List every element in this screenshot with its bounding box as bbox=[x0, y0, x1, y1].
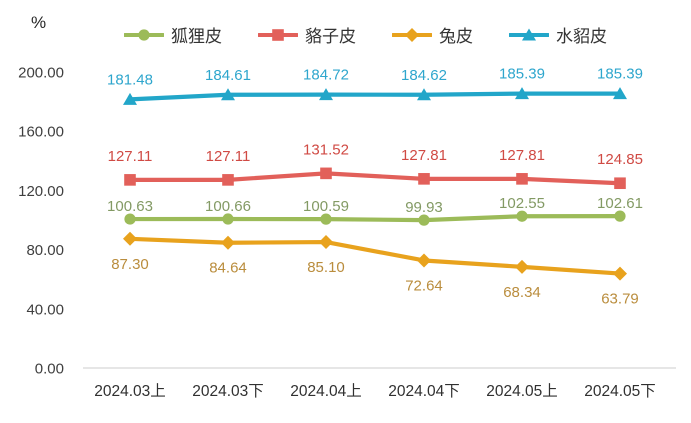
series-line bbox=[127, 214, 623, 223]
data-label: 181.48 bbox=[107, 71, 153, 88]
legend-item: 水貂皮 bbox=[509, 22, 607, 47]
data-point-marker bbox=[221, 88, 235, 101]
data-label: 131.52 bbox=[303, 141, 349, 158]
data-label: 124.85 bbox=[597, 151, 643, 168]
legend-marker-shape bbox=[405, 27, 419, 42]
data-point-marker bbox=[417, 253, 431, 268]
data-label: 63.79 bbox=[601, 291, 639, 308]
data-point-marker bbox=[123, 231, 137, 246]
legend-label: 狐狸皮 bbox=[171, 27, 222, 46]
data-point-marker bbox=[123, 92, 137, 105]
data-label: 100.63 bbox=[107, 198, 153, 215]
chart-legend: 狐狸皮 貉子皮 兔皮 水貂皮 bbox=[124, 22, 607, 47]
data-label: 127.81 bbox=[401, 147, 447, 164]
data-point-marker bbox=[515, 87, 529, 100]
data-point-marker bbox=[516, 173, 528, 185]
data-point-marker bbox=[516, 210, 528, 222]
legend-marker-icon bbox=[509, 28, 549, 40]
data-label: 68.34 bbox=[503, 284, 541, 301]
data-point-marker bbox=[613, 87, 627, 100]
data-label: 72.64 bbox=[405, 277, 443, 294]
y-axis-tick-label: 80.00 bbox=[26, 242, 64, 259]
data-point-marker bbox=[222, 174, 234, 186]
x-axis-label: 2024.05下 bbox=[584, 383, 656, 400]
x-axis-label: 2024.04上 bbox=[290, 382, 362, 400]
series-line bbox=[127, 171, 623, 186]
data-label: 184.62 bbox=[401, 67, 447, 84]
data-label: 185.39 bbox=[499, 66, 545, 83]
data-label: 84.64 bbox=[209, 260, 247, 277]
data-label: 127.11 bbox=[108, 148, 153, 165]
x-axis-label: 2024.04下 bbox=[388, 383, 460, 400]
data-point-marker bbox=[124, 213, 136, 225]
data-point-marker bbox=[124, 174, 136, 186]
data-point-marker bbox=[515, 259, 529, 274]
legend-marker-icon bbox=[124, 28, 164, 41]
legend-marker-shape bbox=[138, 28, 150, 41]
data-label: 102.61 bbox=[597, 195, 643, 212]
legend-marker-shape bbox=[522, 28, 536, 40]
y-axis-tick-label: 120.00 bbox=[18, 183, 64, 200]
x-axis-label: 2024.03下 bbox=[192, 383, 264, 400]
data-label: 185.39 bbox=[597, 66, 643, 83]
y-axis-unit-label: % bbox=[31, 13, 47, 32]
data-label: 127.81 bbox=[499, 147, 545, 164]
data-label: 102.55 bbox=[499, 195, 545, 212]
data-point-marker bbox=[418, 214, 430, 226]
x-axis-label: 2024.03上 bbox=[94, 382, 166, 400]
legend-marker-icon bbox=[392, 27, 432, 42]
legend-marker-shape bbox=[272, 28, 284, 41]
y-axis-tick-label: 200.00 bbox=[18, 65, 64, 82]
data-point-marker bbox=[418, 173, 430, 185]
y-axis-tick-label: 160.00 bbox=[18, 124, 64, 141]
legend-label: 水貂皮 bbox=[556, 27, 607, 46]
legend-item: 狐狸皮 bbox=[124, 22, 222, 47]
data-label: 85.10 bbox=[307, 259, 345, 276]
legend-label: 兔皮 bbox=[439, 27, 473, 46]
data-point-marker bbox=[320, 167, 332, 180]
y-axis-tick-label: 40.00 bbox=[26, 301, 64, 318]
y-axis-tick-label: 0.00 bbox=[35, 361, 64, 378]
legend-item: 兔皮 bbox=[392, 22, 473, 47]
data-point-marker bbox=[614, 210, 626, 222]
legend-label: 貉子皮 bbox=[305, 27, 356, 46]
data-label: 100.66 bbox=[205, 198, 251, 215]
data-label: 184.61 bbox=[205, 67, 251, 84]
series-line bbox=[127, 236, 623, 276]
x-axis-label: 2024.05上 bbox=[486, 382, 558, 400]
data-label: 99.93 bbox=[405, 199, 443, 216]
data-label: 100.59 bbox=[303, 198, 349, 215]
data-label: 184.72 bbox=[303, 67, 349, 84]
data-point-marker bbox=[417, 88, 431, 101]
legend-marker-icon bbox=[258, 28, 298, 41]
data-point-marker bbox=[614, 177, 626, 190]
data-point-marker bbox=[221, 235, 235, 250]
data-point-marker bbox=[319, 235, 333, 250]
data-label: 87.30 bbox=[111, 256, 149, 273]
data-point-marker bbox=[319, 88, 333, 101]
series-line bbox=[127, 91, 623, 102]
data-point-marker bbox=[320, 213, 332, 225]
data-point-marker bbox=[613, 266, 627, 281]
data-label: 127.11 bbox=[206, 148, 251, 165]
legend-item: 貉子皮 bbox=[258, 22, 356, 47]
data-point-marker bbox=[222, 213, 234, 225]
